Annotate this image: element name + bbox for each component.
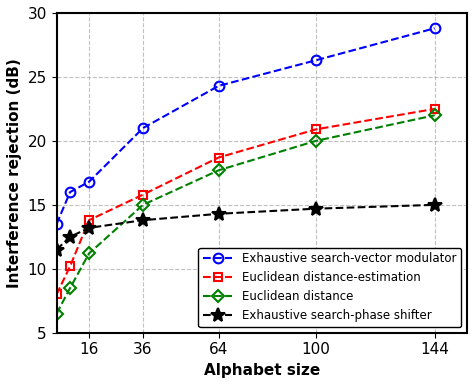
- Euclidean distance: [86, 251, 92, 256]
- Euclidean distance-estimation: [54, 292, 59, 297]
- Exhaustive search-vector modulator: [216, 84, 221, 88]
- Exhaustive search-phase shifter: [216, 211, 221, 216]
- Exhaustive search-vector modulator: [140, 126, 146, 131]
- Exhaustive search-vector modulator: [432, 26, 438, 30]
- Euclidean distance-estimation: [313, 127, 319, 132]
- Legend: Exhaustive search-vector modulator, Euclidean distance-estimation, Euclidean dis: Exhaustive search-vector modulator, Eucl…: [198, 248, 461, 327]
- Euclidean distance: [140, 203, 146, 207]
- Euclidean distance: [54, 311, 59, 316]
- Line: Euclidean distance: Euclidean distance: [53, 111, 439, 318]
- Line: Euclidean distance-estimation: Euclidean distance-estimation: [53, 105, 439, 298]
- Euclidean distance-estimation: [86, 218, 92, 223]
- Exhaustive search-phase shifter: [140, 218, 146, 223]
- Exhaustive search-vector modulator: [54, 222, 59, 226]
- Exhaustive search-vector modulator: [67, 190, 73, 194]
- Line: Exhaustive search-vector modulator: Exhaustive search-vector modulator: [52, 23, 439, 229]
- Euclidean distance-estimation: [432, 107, 438, 111]
- Exhaustive search-phase shifter: [432, 203, 438, 207]
- Exhaustive search-phase shifter: [313, 206, 319, 211]
- X-axis label: Alphabet size: Alphabet size: [204, 363, 320, 378]
- Euclidean distance: [313, 139, 319, 143]
- Exhaustive search-phase shifter: [54, 247, 59, 252]
- Euclidean distance: [432, 113, 438, 117]
- Euclidean distance: [67, 286, 73, 290]
- Line: Exhaustive search-phase shifter: Exhaustive search-phase shifter: [50, 198, 442, 256]
- Exhaustive search-vector modulator: [313, 58, 319, 63]
- Exhaustive search-phase shifter: [86, 226, 92, 230]
- Exhaustive search-phase shifter: [67, 234, 73, 239]
- Exhaustive search-vector modulator: [86, 179, 92, 184]
- Euclidean distance-estimation: [67, 264, 73, 269]
- Euclidean distance-estimation: [140, 192, 146, 197]
- Euclidean distance: [216, 168, 221, 172]
- Euclidean distance-estimation: [216, 155, 221, 160]
- Y-axis label: Interference rejection (dB): Interference rejection (dB): [7, 58, 22, 288]
